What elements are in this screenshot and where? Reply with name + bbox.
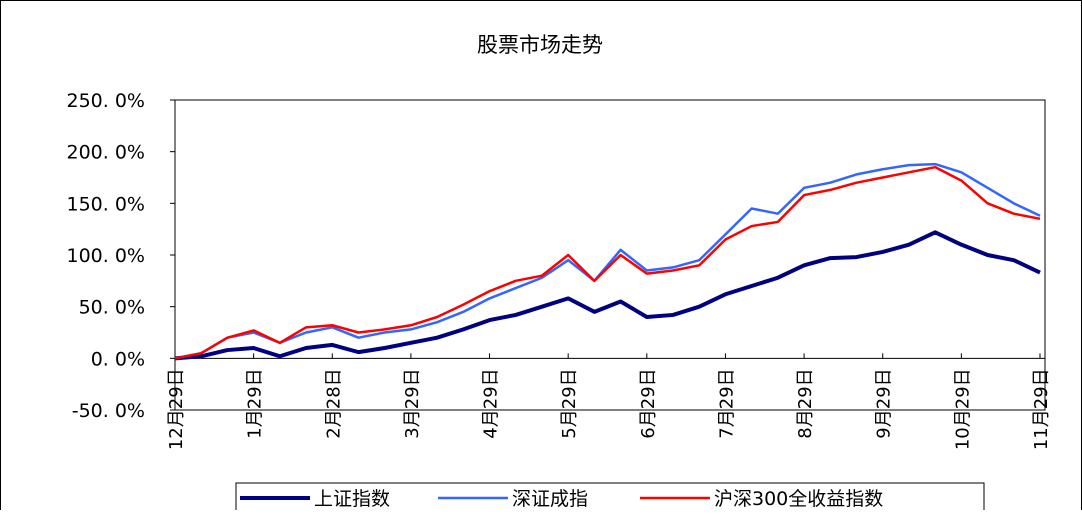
y-tick-label: 0. 0%: [91, 348, 145, 370]
y-tick-label: 50. 0%: [79, 297, 145, 319]
x-tick-label: 5月29日: [559, 368, 580, 438]
x-tick-label: 10月29日: [952, 368, 973, 450]
x-tick-label: 9月29日: [874, 368, 895, 438]
y-tick-label: 150. 0%: [67, 193, 146, 215]
chart-title: 股票市场走势: [477, 33, 603, 57]
y-tick-label: -50. 0%: [72, 400, 145, 422]
x-tick-label: 11月29日: [1031, 368, 1052, 450]
series-line: [174, 162, 1041, 360]
legend-label: 深证成指: [512, 488, 588, 510]
y-tick-label: 100. 0%: [67, 245, 146, 267]
y-tick-label: 200. 0%: [67, 142, 146, 164]
x-tick-label: 8月29日: [795, 368, 816, 438]
x-tick-label: 4月29日: [481, 368, 502, 438]
x-tick-label: 2月28日: [323, 368, 344, 438]
legend-label: 沪深300全收益指数: [714, 488, 883, 510]
series-line: [174, 165, 1041, 360]
x-tick-label: 6月29日: [638, 368, 659, 438]
x-tick-label: 3月29日: [402, 368, 423, 438]
x-tick-label: 7月29日: [716, 368, 737, 438]
series-line: [174, 230, 1041, 361]
x-tick-label: 12月29日: [166, 368, 187, 450]
legend-label: 上证指数: [314, 488, 390, 510]
x-tick-label: 1月29日: [245, 368, 266, 438]
y-tick-label: 250. 0%: [67, 90, 146, 112]
